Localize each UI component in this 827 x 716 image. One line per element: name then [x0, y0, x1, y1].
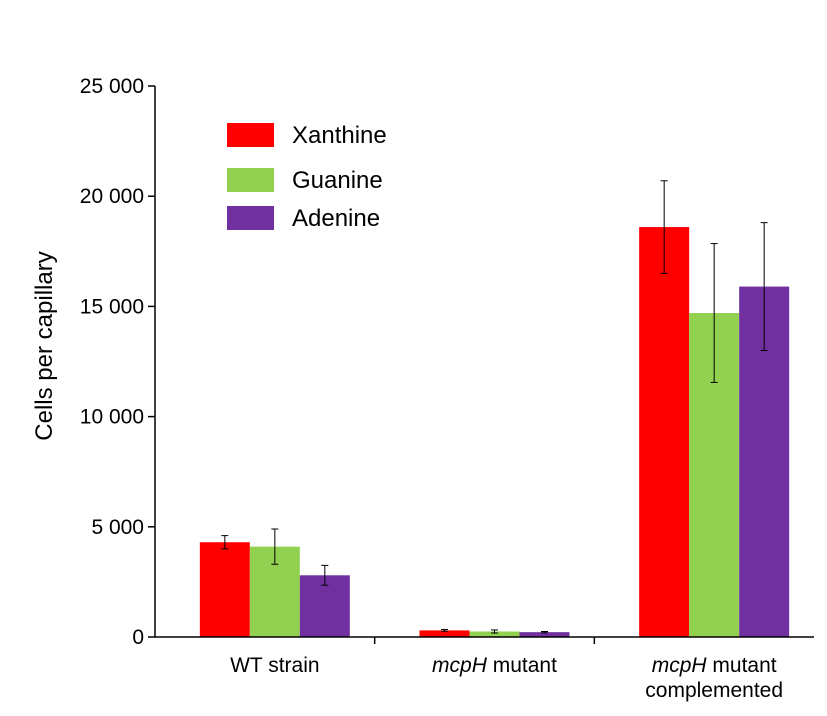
legend-label-adenine: Adenine [292, 205, 380, 232]
bar-adenine-1 [519, 632, 570, 637]
legend: Xanthine Guanine Adenine [227, 122, 387, 232]
bars-layer [199, 180, 790, 637]
category-label-part: mcpH [652, 654, 708, 677]
legend-swatch-xanthine [227, 123, 274, 147]
y-tick-label: 0 [132, 626, 144, 649]
category-label-part: WT strain [230, 654, 319, 677]
axes-layer [154, 86, 814, 638]
category-label-part: mcpH [432, 654, 488, 677]
bar-xanthine-0 [199, 542, 250, 637]
category-label: complemented [645, 679, 783, 702]
category-label: mcpH mutant [652, 654, 777, 677]
bar-xanthine-1 [419, 630, 470, 637]
legend-swatch-adenine [227, 206, 274, 230]
y-ticks: 0 5 000 10 000 15 000 20 000 25 000 [80, 75, 155, 649]
category-label-part: complemented [645, 679, 783, 702]
category-label: WT strain [230, 654, 319, 677]
category-labels: WT strain mcpH mutant mcpH mutantcomplemen… [230, 654, 783, 702]
y-axis-title: Cells per capillary [31, 251, 58, 440]
category-label: mcpH mutant [432, 654, 557, 677]
y-tick-label: 15 000 [80, 295, 144, 318]
legend-label-guanine: Guanine [292, 167, 383, 194]
y-tick-label: 10 000 [80, 406, 144, 429]
y-tick-label: 25 000 [80, 75, 144, 98]
x-ticks [373, 637, 596, 644]
legend-swatch-guanine [227, 168, 274, 192]
category-label-part: mutant [707, 654, 777, 677]
y-tick-label: 5 000 [91, 516, 144, 539]
legend-label-xanthine: Xanthine [292, 122, 387, 149]
y-tick-label: 20 000 [80, 185, 144, 208]
bar-xanthine-2 [639, 227, 690, 637]
bar-guanine-1 [469, 631, 520, 637]
category-label-part: mutant [487, 654, 557, 677]
